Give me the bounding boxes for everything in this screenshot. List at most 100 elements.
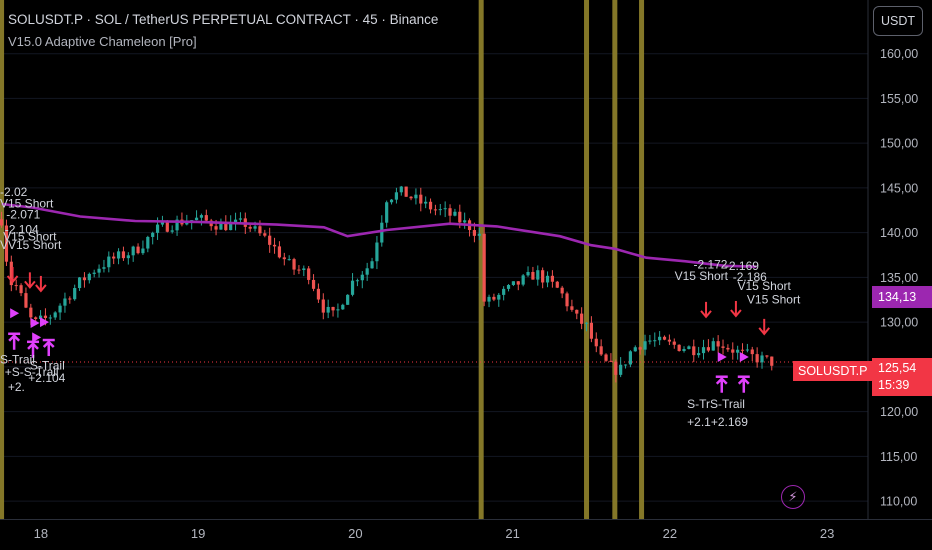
candle-body (740, 349, 745, 351)
candle-body (238, 218, 243, 220)
price-axis-area[interactable] (868, 0, 932, 520)
session-band (478, 0, 484, 519)
candle-body (321, 299, 325, 313)
candle-body (604, 354, 608, 361)
candle-body (92, 272, 96, 274)
candle-body (97, 268, 101, 273)
candle-body (701, 347, 706, 354)
candle-body (165, 221, 169, 232)
currency-button[interactable]: USDT (873, 6, 923, 36)
candle-body (194, 217, 199, 221)
time-tick-label: 18 (34, 526, 48, 541)
candle-body (414, 194, 418, 199)
candle-body (0, 219, 4, 226)
signal-triangle (40, 317, 50, 328)
candle-body (43, 315, 48, 319)
candle-body (53, 312, 57, 318)
candle-body (404, 186, 408, 197)
candle-body (550, 275, 555, 282)
candle-body (755, 354, 759, 363)
candle-body (155, 224, 160, 233)
candle-body (77, 277, 82, 289)
candle-body (214, 226, 218, 230)
candle-body (229, 222, 233, 231)
lightning-icon[interactable]: ⚡ (781, 485, 805, 509)
candle-body (282, 257, 286, 260)
candle-body (48, 317, 52, 319)
candle-body (82, 277, 87, 281)
candle-body (24, 293, 28, 308)
candle-body (662, 336, 667, 340)
candle-body (555, 281, 559, 288)
candle-body (672, 341, 676, 345)
candle-body (268, 235, 272, 245)
candle-body (682, 349, 686, 352)
candle-body (560, 287, 564, 294)
trade-annotation: -2.02 (0, 185, 28, 199)
trade-annotation: -2.186 (733, 270, 767, 284)
candle-body (487, 296, 491, 302)
candle-body (731, 349, 735, 353)
candle-body (770, 356, 774, 366)
session-bands (0, 0, 645, 519)
candle-body (389, 199, 394, 203)
candle-body (326, 306, 330, 313)
candle-body (643, 341, 647, 350)
session-band (584, 0, 590, 519)
signal-triangle (30, 318, 40, 329)
candle-body (692, 346, 696, 356)
candle-body (599, 346, 603, 355)
candle-body (511, 281, 516, 285)
indicator-title[interactable]: V15.0 Adaptive Chameleon [Pro] (8, 34, 197, 49)
candle-body (716, 341, 720, 347)
candle-body (331, 306, 335, 311)
candle-body (706, 347, 710, 351)
candle-body (175, 219, 179, 231)
candle-body (346, 294, 350, 305)
candle-body (619, 364, 623, 375)
sell-arrow-head (35, 284, 47, 293)
candle-body (521, 275, 525, 285)
session-band (612, 0, 618, 519)
candle-body (126, 255, 130, 259)
candle-body (492, 296, 496, 300)
sell-arrow-head (758, 327, 770, 336)
candle-body (29, 307, 33, 318)
candle-body (375, 242, 379, 262)
candle-body (199, 215, 204, 218)
candle-body (131, 246, 135, 256)
candle-body (609, 360, 613, 362)
candle-body (19, 285, 23, 294)
time-axis-ticks[interactable]: 18 19 20 21 22 23 (34, 526, 835, 541)
candle-body (614, 361, 618, 375)
session-band (639, 0, 645, 519)
candle-body (316, 288, 321, 300)
candle-body (350, 280, 355, 295)
candle-body (428, 201, 433, 210)
candle-body (87, 273, 91, 281)
trade-annotation: V15 Short (0, 197, 54, 211)
candle-body (458, 211, 462, 223)
candle-body (565, 293, 569, 307)
candle-body (409, 196, 413, 199)
price-tick-label: 160,00 (880, 47, 918, 61)
candle-body (765, 355, 769, 357)
symbol-title[interactable]: SOLUSDT.P · SOL / TetherUS PERPETUAL CON… (8, 12, 439, 27)
candle-body (63, 298, 67, 306)
sell-arrow-head (730, 309, 742, 318)
candle-body (589, 322, 594, 339)
candle-body (502, 288, 506, 295)
candle-body (121, 251, 126, 259)
candle-body (253, 226, 257, 229)
exit-marker-head (27, 342, 39, 350)
candle-body (477, 233, 481, 236)
trade-annotation: S-Trail (30, 359, 65, 373)
trade-annotation: -2.071 (6, 207, 40, 221)
candle-body (424, 201, 428, 204)
trade-annotation: V15 Short (737, 279, 791, 293)
price-tick-label: 120,00 (880, 405, 918, 419)
symbol-price-label: SOLUSDT.P (793, 361, 873, 381)
candle-body (385, 202, 389, 223)
